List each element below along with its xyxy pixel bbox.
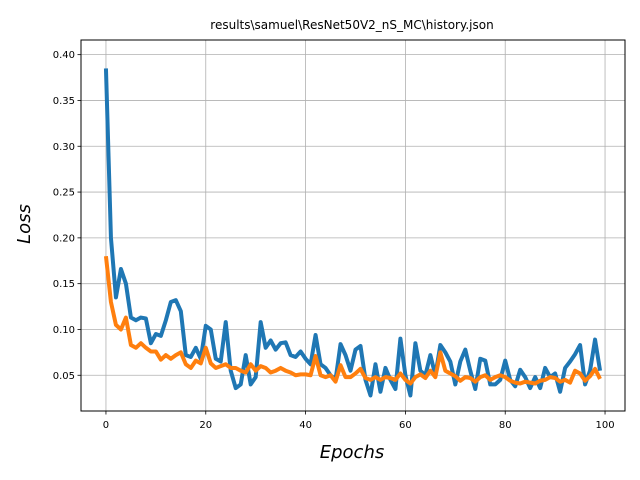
y-tick-label: 0.35: [53, 96, 75, 107]
y-tick-label: 0.10: [53, 325, 75, 336]
y-tick-label: 0.15: [53, 279, 75, 290]
x-tick-label: 80: [499, 420, 512, 431]
y-tick-label: 0.40: [53, 50, 75, 61]
ticks: 0 20 40 60 80 100 0.05 0.10 0.15 0.20 0.25 0.30 0.35…: [53, 50, 615, 431]
x-tick-label: 60: [399, 420, 412, 431]
plot-frame: [80, 39, 626, 412]
y-axis-label: Loss: [14, 204, 35, 244]
chart-title: results\samuel\ResNet50V2_nS_MC\history.…: [210, 18, 493, 32]
series-line-1: [103, 68, 603, 398]
x-tick-label: 0: [103, 420, 109, 431]
y-tick-label: 0.05: [53, 371, 75, 382]
series-line-2: [103, 255, 602, 386]
y-tick-label: 0.20: [53, 233, 75, 244]
grid: [81, 40, 625, 411]
x-axis-label: Epochs: [320, 442, 385, 463]
y-tick-label: 0.25: [53, 188, 75, 199]
series-lines: [103, 68, 603, 398]
x-tick-label: 40: [299, 420, 312, 431]
x-tick-label: 100: [595, 420, 614, 431]
y-tick-label: 0.30: [53, 142, 75, 153]
x-tick-label: 20: [199, 420, 212, 431]
